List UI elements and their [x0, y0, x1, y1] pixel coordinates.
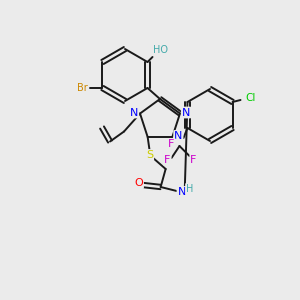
Text: Cl: Cl — [245, 93, 256, 103]
Text: F: F — [168, 139, 175, 149]
Text: N: N — [174, 131, 182, 141]
Text: H: H — [186, 184, 193, 194]
Text: HO: HO — [153, 45, 168, 55]
Text: S: S — [146, 150, 153, 160]
Text: F: F — [190, 155, 197, 165]
Text: N: N — [130, 107, 138, 118]
Text: Br: Br — [77, 83, 88, 93]
Text: N: N — [182, 107, 190, 118]
Text: F: F — [164, 155, 171, 165]
Text: N: N — [178, 187, 186, 197]
Text: O: O — [134, 178, 143, 188]
